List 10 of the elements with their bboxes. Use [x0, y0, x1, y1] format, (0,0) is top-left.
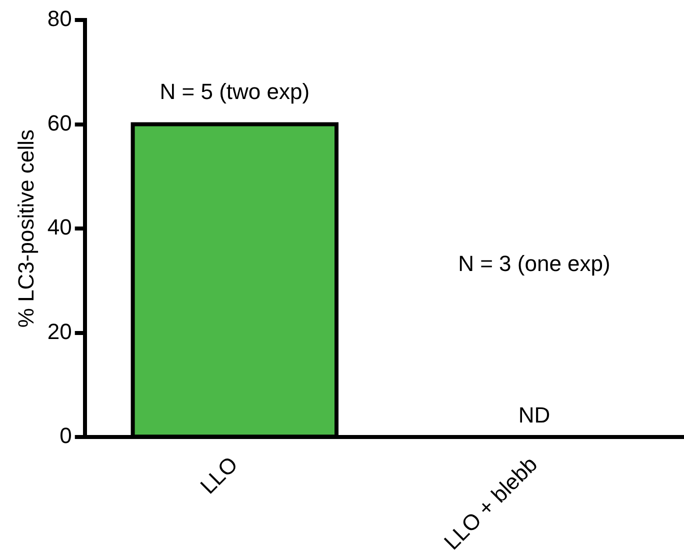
y-tick-label: 40 — [47, 214, 72, 240]
y-axis-title: % LC3-positive cells — [13, 130, 38, 328]
y-tick-label: 0 — [60, 423, 72, 448]
y-tick-label: 80 — [47, 6, 72, 32]
annotation: N = 5 (two exp) — [160, 79, 310, 104]
x-tick-label: LLO — [195, 452, 242, 499]
y-tick-label: 60 — [47, 110, 72, 136]
y-tick-label: 20 — [47, 318, 72, 344]
annotation: N = 3 (one exp) — [458, 251, 610, 276]
annotation: ND — [518, 402, 550, 428]
